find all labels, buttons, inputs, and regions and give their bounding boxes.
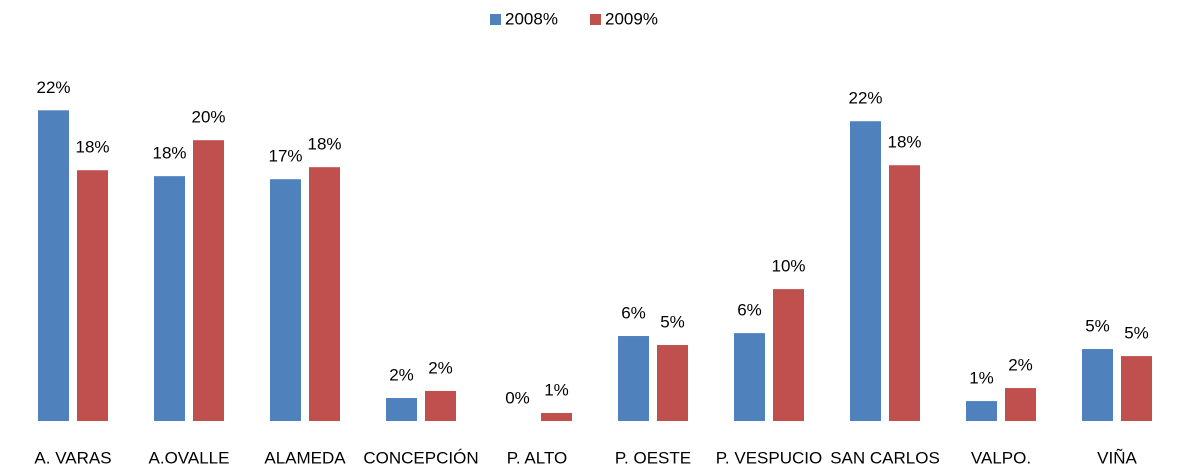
data-label: 2%	[389, 366, 414, 385]
data-label: 22%	[36, 78, 70, 97]
data-label: 5%	[1124, 324, 1149, 343]
x-tick-label: ALAMEDA	[264, 448, 346, 467]
data-label: 17%	[268, 147, 302, 166]
bar	[309, 167, 340, 421]
x-tick-label: A.OVALLE	[149, 448, 230, 467]
bar	[386, 398, 417, 421]
bar	[541, 412, 572, 421]
x-tick-label: VALPO.	[971, 448, 1031, 467]
data-label: 0%	[505, 388, 530, 407]
legend-swatch	[590, 14, 601, 25]
x-tick-label: SAN CARLOS	[830, 448, 940, 467]
x-tick-label: P. OESTE	[615, 448, 691, 467]
data-label: 1%	[969, 369, 994, 388]
bar	[193, 140, 224, 421]
bar	[657, 345, 688, 421]
x-tick-label: A. VARAS	[34, 448, 111, 467]
data-label: 5%	[660, 313, 685, 332]
bar	[38, 110, 69, 422]
data-label: 18%	[307, 135, 341, 154]
bar	[773, 289, 804, 421]
legend-label: 2009%	[605, 9, 658, 28]
data-label: 6%	[737, 301, 762, 320]
data-label: 20%	[191, 108, 225, 127]
bar	[889, 165, 920, 421]
x-tick-label: CONCEPCIÓN	[363, 448, 478, 467]
bar	[77, 170, 108, 421]
x-tick-label: P. VESPUCIO	[716, 448, 822, 467]
bar	[618, 336, 649, 421]
bar	[1082, 349, 1113, 421]
data-label: 18%	[152, 144, 186, 163]
data-label: 6%	[621, 304, 646, 323]
data-label: 22%	[848, 89, 882, 108]
bar	[734, 333, 765, 421]
x-tick-label: P. ALTO	[507, 448, 568, 467]
bar	[966, 401, 997, 421]
legend-swatch	[490, 14, 501, 25]
data-label: 1%	[544, 380, 569, 399]
bar	[850, 121, 881, 422]
data-label: 2%	[1008, 356, 1033, 375]
bar	[154, 176, 185, 421]
bar	[425, 390, 456, 421]
bar	[270, 179, 301, 421]
x-tick-label: VIÑA	[1097, 448, 1137, 467]
data-label: 5%	[1085, 317, 1110, 336]
data-label: 18%	[887, 133, 921, 152]
data-label: 2%	[428, 358, 453, 377]
legend-label: 2008%	[505, 9, 558, 28]
data-label: 18%	[75, 138, 109, 157]
bar	[1121, 356, 1152, 421]
bar	[1005, 388, 1036, 421]
data-label: 10%	[771, 257, 805, 276]
